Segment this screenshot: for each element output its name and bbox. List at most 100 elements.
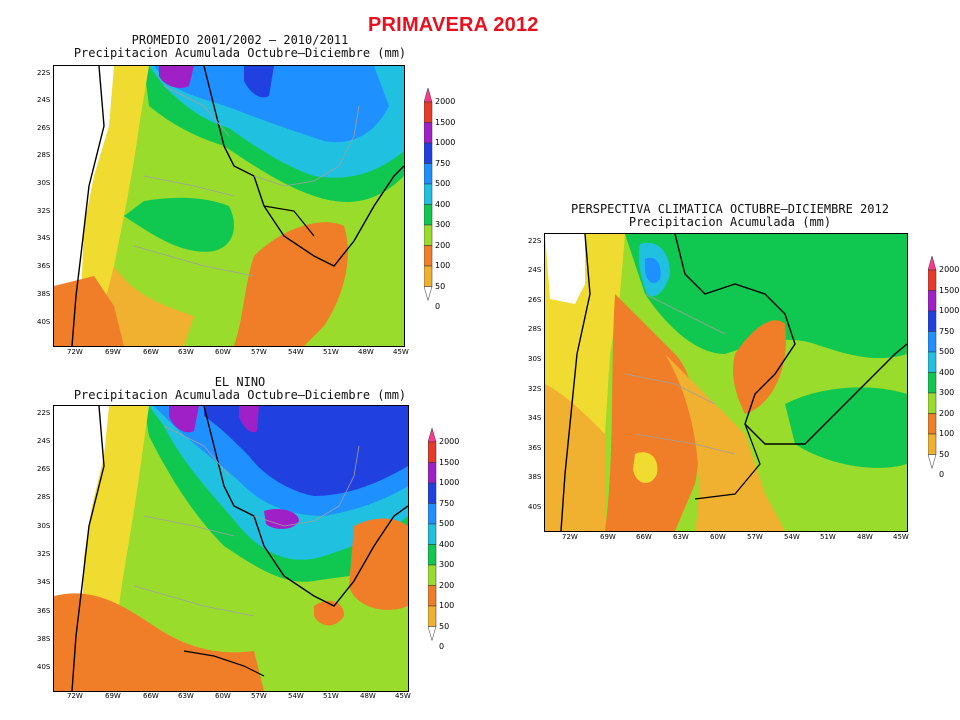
colorbar-svg bbox=[428, 428, 437, 642]
panel-title-line1: EL NINO bbox=[214, 375, 266, 389]
colorbar-segment bbox=[928, 269, 937, 291]
lon-tick: 45W bbox=[395, 692, 411, 700]
lon-tick: 60W bbox=[710, 533, 726, 541]
lat-tick: 24S bbox=[528, 266, 542, 274]
lat-tick: 28S bbox=[37, 493, 51, 501]
map-promedio bbox=[53, 65, 405, 347]
colorbar-segment bbox=[428, 585, 437, 607]
colorbar-segment bbox=[428, 605, 437, 627]
colorbar-label: 1500 bbox=[435, 117, 456, 127]
colorbar-label: 2000 bbox=[439, 437, 460, 446]
colorbar-label: 100 bbox=[439, 601, 455, 610]
lat-tick: 24S bbox=[37, 96, 51, 104]
lat-tick: 30S bbox=[528, 355, 542, 363]
lon-tick: 66W bbox=[143, 348, 159, 356]
panel-title-line2: Precipitacion Acumulada (mm) bbox=[628, 215, 832, 229]
lon-tick: 54W bbox=[784, 533, 800, 541]
colorbar-label: 750 bbox=[939, 326, 955, 336]
map-promedio-graphic bbox=[54, 66, 404, 346]
panel-title-nino: EL NINO Precipitacion Acumulada Octubre–… bbox=[60, 376, 420, 402]
colorbar-label: 100 bbox=[435, 261, 451, 270]
lat-tick: 22S bbox=[37, 409, 51, 417]
lon-tick: 69W bbox=[600, 533, 616, 541]
lon-tick: 48W bbox=[358, 348, 374, 356]
colorbar-segment bbox=[428, 523, 437, 545]
map-nino bbox=[53, 405, 409, 692]
lat-tick: 40S bbox=[37, 318, 51, 326]
lon-tick: 45W bbox=[393, 348, 409, 356]
colorbar-label: 400 bbox=[435, 199, 451, 209]
lon-tick: 72W bbox=[67, 348, 83, 356]
colorbar-segment bbox=[428, 503, 437, 525]
colorbar-svg bbox=[424, 88, 433, 302]
colorbar-label: 0 bbox=[439, 642, 445, 651]
lon-tick: 63W bbox=[178, 348, 194, 356]
lat-tick: 34S bbox=[37, 234, 51, 242]
lat-tick: 24S bbox=[37, 437, 51, 445]
colorbar-segment bbox=[928, 392, 937, 414]
colorbar-label: 500 bbox=[435, 179, 451, 188]
colorbar-label: 0 bbox=[435, 302, 441, 311]
lon-tick: 45W bbox=[893, 533, 909, 541]
lat-tick: 26S bbox=[37, 465, 51, 473]
colorbar-label: 50 bbox=[939, 449, 950, 459]
colorbar-label: 1500 bbox=[439, 457, 460, 467]
colorbar-label: 750 bbox=[435, 158, 451, 168]
map-nino-graphic bbox=[54, 406, 408, 691]
colorbar-label: 300 bbox=[435, 220, 451, 229]
lat-tick: 32S bbox=[528, 385, 542, 393]
panel-title-promedio: PROMEDIO 2001/2002 – 2010/2011 Precipita… bbox=[60, 34, 420, 60]
colorbar-label: 0 bbox=[939, 470, 945, 479]
colorbar-segment bbox=[928, 351, 937, 373]
colorbar-segment bbox=[424, 142, 433, 164]
colorbar-label: 1000 bbox=[435, 138, 456, 147]
lon-tick: 54W bbox=[288, 692, 304, 700]
lon-tick: 48W bbox=[857, 533, 873, 541]
lat-tick: 40S bbox=[528, 503, 542, 511]
panel-title-line2: Precipitacion Acumulada Octubre–Diciembr… bbox=[73, 388, 407, 402]
lat-tick: 36S bbox=[528, 444, 542, 452]
colorbar-label: 2000 bbox=[435, 97, 456, 106]
map-perspectiva-graphic bbox=[545, 234, 907, 531]
colorbar-label: 1500 bbox=[939, 285, 960, 295]
colorbar-segment bbox=[424, 224, 433, 246]
colorbar-segment bbox=[928, 433, 937, 455]
colorbar-segment bbox=[928, 310, 937, 332]
colorbar-arrow-top bbox=[928, 256, 937, 271]
colorbar-arrow-top bbox=[428, 428, 437, 443]
colorbar-segment bbox=[428, 564, 437, 586]
colorbar-label: 1000 bbox=[439, 478, 460, 487]
lon-tick: 66W bbox=[143, 692, 159, 700]
lat-tick: 30S bbox=[37, 179, 51, 187]
colorbar-segment bbox=[428, 544, 437, 566]
colorbar-arrow-top bbox=[424, 88, 433, 103]
lon-tick: 63W bbox=[673, 533, 689, 541]
map-perspectiva bbox=[544, 233, 908, 532]
lat-tick: 38S bbox=[37, 290, 51, 298]
colorbar-segment bbox=[424, 204, 433, 226]
lat-tick: 26S bbox=[528, 296, 542, 304]
colorbar-label: 50 bbox=[435, 281, 446, 291]
lon-tick: 66W bbox=[636, 533, 652, 541]
colorbar-arrow-bottom bbox=[424, 286, 433, 302]
lat-tick: 32S bbox=[37, 550, 51, 558]
lon-tick: 69W bbox=[105, 692, 121, 700]
colorbar-segment bbox=[424, 122, 433, 144]
lat-tick: 40S bbox=[37, 663, 51, 671]
colorbar-label: 100 bbox=[939, 429, 955, 438]
lon-tick: 51W bbox=[323, 692, 339, 700]
colorbar-label: 500 bbox=[939, 347, 955, 356]
panel-title-line1: PROMEDIO 2001/2002 – 2010/2011 bbox=[131, 33, 349, 47]
panel-title-line2: Precipitacion Acumulada Octubre–Diciembr… bbox=[73, 46, 407, 60]
colorbar-segment bbox=[424, 163, 433, 185]
lat-tick: 36S bbox=[37, 262, 51, 270]
lon-tick: 57W bbox=[747, 533, 763, 541]
lon-tick: 57W bbox=[251, 692, 267, 700]
lat-tick: 28S bbox=[528, 325, 542, 333]
lat-tick: 26S bbox=[37, 124, 51, 132]
lat-tick: 32S bbox=[37, 207, 51, 215]
colorbar-label: 400 bbox=[439, 539, 455, 549]
colorbar-label: 50 bbox=[439, 621, 450, 631]
lat-tick: 22S bbox=[37, 69, 51, 77]
colorbar-segment bbox=[428, 441, 437, 463]
